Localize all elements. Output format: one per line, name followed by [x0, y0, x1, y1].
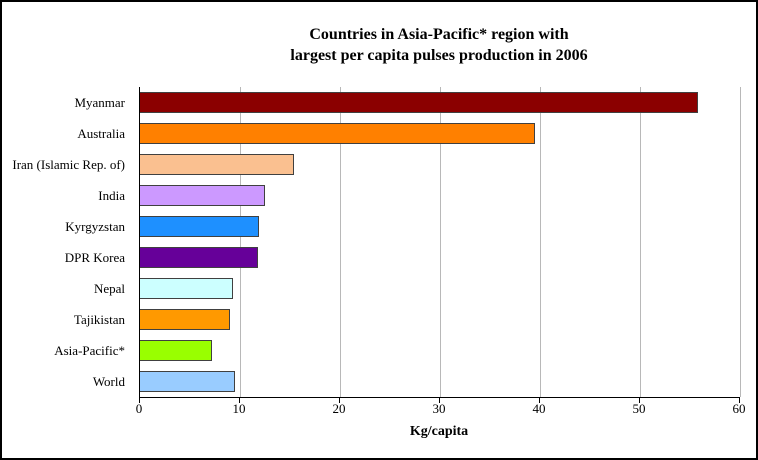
bar-kyrgyzstan	[140, 216, 259, 237]
y-axis-labels: Myanmar Australia Iran (Islamic Rep. of) In…	[2, 87, 132, 397]
x-axis-tick-labels: 0 10 20 30 40 50 60	[135, 401, 746, 417]
category-label: Kyrgyzstan	[65, 218, 125, 234]
x-tick-label: 0	[135, 401, 143, 416]
category-label: India	[98, 187, 125, 203]
x-tick-mark	[139, 398, 140, 403]
x-tick-mark	[239, 398, 240, 403]
chart-title-line-1: Countries in Asia-Pacific* region with	[309, 26, 569, 43]
x-tick-label: 30	[432, 401, 446, 416]
bar-row	[140, 366, 740, 397]
gridline	[340, 87, 341, 397]
bar-row	[140, 335, 740, 366]
x-tick-mark	[639, 398, 640, 403]
chart-title: Countries in Asia-Pacific* region with l…	[139, 24, 739, 66]
x-tick-label: 20	[332, 401, 346, 416]
x-axis-title: Kg/capita	[409, 424, 469, 439]
category-label: Iran (Islamic Rep. of)	[12, 156, 125, 172]
bar-row	[140, 180, 740, 211]
category-label: Nepal	[93, 280, 125, 296]
category-label: Tajikistan	[73, 311, 125, 327]
chart-title-line-2: largest per capita pulses production in …	[290, 47, 588, 64]
x-tick-mark	[439, 398, 440, 403]
bar-india	[140, 185, 265, 206]
bar-australia	[140, 123, 535, 144]
gridline	[740, 87, 741, 397]
x-tick-label: 50	[632, 401, 646, 416]
bar-iran-islamic-rep-of	[140, 154, 294, 175]
gridline	[640, 87, 641, 397]
x-tick-mark	[739, 398, 740, 403]
bar-row	[140, 242, 740, 273]
gridline	[240, 87, 241, 397]
bar-tajikistan	[140, 309, 230, 330]
bar-row	[140, 304, 740, 335]
x-tick-label: 40	[532, 401, 546, 416]
category-label: World	[92, 373, 125, 389]
gridline	[440, 87, 441, 397]
bar-row	[140, 211, 740, 242]
x-tick-mark	[339, 398, 340, 403]
x-tick-label: 60	[732, 401, 746, 416]
bar-row	[140, 149, 740, 180]
bar-nepal	[140, 278, 233, 299]
category-label: DPR Korea	[64, 249, 125, 265]
bar-row	[140, 87, 740, 118]
bar-asia-pacific	[140, 340, 212, 361]
bar-world	[140, 371, 235, 392]
bar-row	[140, 273, 740, 304]
bar-myanmar	[140, 92, 698, 113]
bar-dpr-korea	[140, 247, 258, 268]
gridline	[540, 87, 541, 397]
plot-area	[139, 87, 741, 398]
x-tick-mark	[539, 398, 540, 403]
x-tick-label: 10	[232, 401, 246, 416]
bar-row	[140, 118, 740, 149]
category-label: Myanmar	[74, 94, 125, 110]
category-label: Australia	[77, 125, 125, 141]
category-label: Asia-Pacific*	[54, 342, 125, 358]
